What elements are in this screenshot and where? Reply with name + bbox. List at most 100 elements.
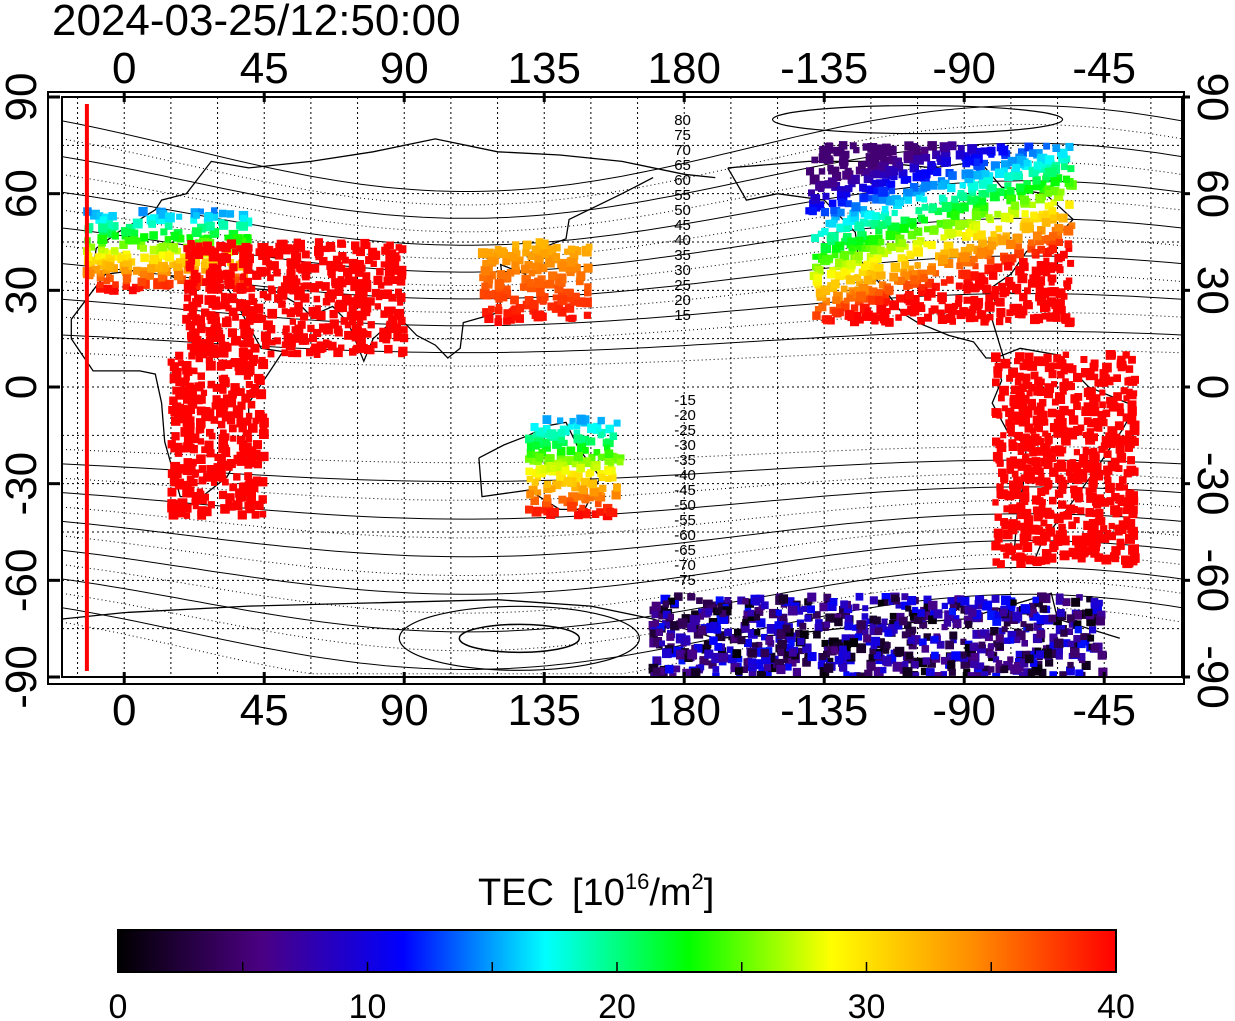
tec-cell [662, 600, 670, 607]
tec-cell [380, 261, 387, 268]
tec-cell [1129, 491, 1138, 500]
tec-cell [167, 499, 177, 509]
contour-line [62, 311, 1182, 340]
tec-cell [823, 593, 832, 602]
tec-cell [866, 220, 873, 227]
tec-cell [281, 349, 289, 357]
tec-cell [993, 366, 1001, 374]
tec-cell [760, 648, 769, 658]
colorbar-unit-end: ] [704, 872, 715, 914]
tec-cell [236, 388, 245, 396]
tec-cell [977, 644, 986, 654]
tec-cell [558, 495, 567, 504]
tec-cell [882, 178, 890, 187]
tec-cell [899, 224, 909, 233]
tec-cell [1128, 544, 1138, 555]
tec-cell [966, 308, 976, 318]
tec-cell [1129, 506, 1138, 515]
y-tick-label-right: -30 [1188, 452, 1235, 516]
tec-cell [207, 414, 214, 422]
tec-cell [735, 667, 743, 675]
tec-cell [1016, 156, 1027, 166]
tec-cell [1036, 437, 1045, 446]
tec-cell [815, 619, 823, 627]
tec-cell [836, 301, 845, 311]
tec-cell [207, 380, 216, 389]
tec-cell [112, 281, 119, 288]
tec-cell [531, 506, 542, 517]
x-tick-label-top: 180 [648, 44, 721, 93]
tec-cell [1004, 172, 1013, 181]
tec-cell [1034, 236, 1044, 246]
contour-label: 45 [674, 217, 691, 234]
tec-cell [400, 326, 408, 334]
contour-label: -20 [674, 407, 696, 424]
tec-cell [1066, 628, 1073, 635]
tec-cell [183, 245, 191, 253]
tec-cell [960, 252, 970, 263]
tec-cell [932, 150, 941, 159]
tec-cell [896, 161, 903, 169]
tec-cell [542, 498, 552, 507]
tec-cell [930, 305, 939, 314]
tec-cell [941, 624, 948, 631]
tec-cell [566, 288, 574, 297]
tec-cell [748, 670, 757, 677]
tec-cell [815, 201, 825, 210]
tec-cell [234, 409, 244, 419]
tec-cell [348, 258, 359, 269]
tec-cell [740, 623, 750, 633]
contour-label: 20 [674, 292, 691, 309]
tec-cell [996, 412, 1003, 419]
tec-cell [819, 145, 829, 156]
tec-cell [301, 269, 311, 279]
tec-cell [919, 284, 926, 291]
tec-cell [844, 621, 853, 631]
tec-cell [191, 492, 201, 501]
tec-cell [187, 241, 196, 250]
tec-cell [1012, 399, 1019, 407]
tec-cell [122, 282, 130, 290]
tec-cell [584, 283, 592, 291]
tec-cell [699, 656, 709, 666]
tec-cell [907, 230, 917, 240]
tec-cell [315, 281, 323, 289]
contour-line [62, 567, 1182, 633]
tec-cell [859, 206, 868, 214]
tec-cell [565, 294, 574, 303]
tec-cell [1079, 454, 1089, 464]
tec-cell [1021, 640, 1028, 647]
tec-cell [255, 248, 263, 256]
tec-cell [356, 247, 365, 257]
tec-cell [1038, 472, 1045, 480]
tec-cell [1053, 638, 1064, 649]
tec-region-east-asia [477, 238, 593, 326]
tec-cell [171, 370, 181, 380]
tec-cell [1052, 309, 1061, 317]
tec-cell [205, 360, 216, 371]
tec-cell [531, 262, 540, 271]
tec-cell [577, 494, 584, 501]
tec-cell [254, 500, 264, 510]
tec-cell [1119, 499, 1126, 507]
tec-cell [253, 303, 264, 314]
tec-cell [538, 448, 547, 457]
tec-cell [1068, 521, 1076, 530]
tec-cell [960, 247, 967, 254]
tec-cell [873, 169, 882, 179]
tec-cell [1096, 616, 1105, 626]
tec-cell [282, 283, 293, 294]
tec-cell [239, 448, 249, 458]
tec-cell [1057, 188, 1065, 196]
tec-cell [928, 180, 938, 190]
tec-cell [613, 419, 621, 427]
tec-cell [1058, 523, 1066, 532]
tec-cell [1124, 377, 1133, 386]
tec-cell [1059, 446, 1067, 454]
tec-cell [1053, 288, 1062, 297]
tec-cell [218, 375, 226, 382]
tec-cell [898, 239, 907, 248]
tec-cell [611, 490, 621, 500]
tec-cell [823, 663, 834, 673]
tec-cell [1003, 552, 1010, 559]
